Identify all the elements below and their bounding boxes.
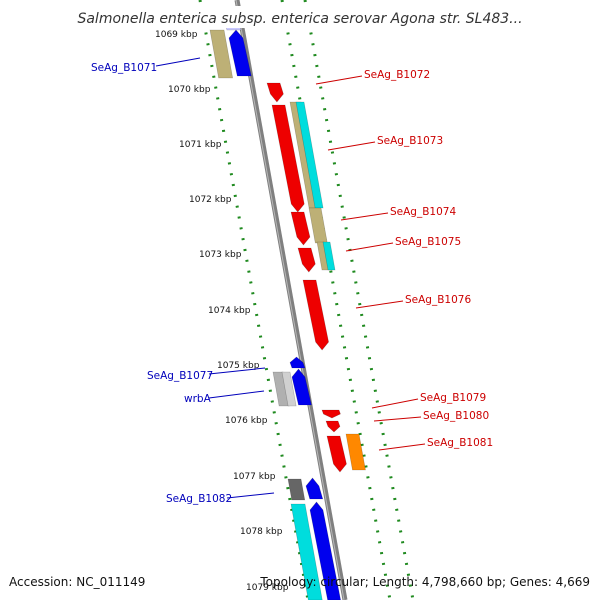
gene-block-orange [345, 433, 366, 471]
backbone-highlight [235, 0, 345, 600]
gene-label[interactable]: SeAg_B1082 [166, 493, 232, 505]
label-leader-line [327, 141, 376, 151]
gene-arrow-red [290, 211, 311, 246]
gene-features [209, 7, 366, 600]
gene-arrow-blue [289, 356, 306, 369]
gene-arrow-red [326, 435, 347, 473]
label-leader-line [373, 416, 422, 422]
gene-arrow-blue [305, 477, 324, 500]
gene-arrow-blue [291, 368, 312, 406]
gene-label[interactable]: SeAg_B1071 [91, 62, 157, 74]
tick-label: 1078 kbp [240, 527, 283, 537]
map-title: Salmonella enterica subsp. enterica sero… [77, 11, 522, 27]
gene-block-cyan [322, 241, 336, 271]
label-leader-line [315, 75, 363, 85]
label-leader-line [371, 398, 419, 409]
gene-block-gray [281, 371, 297, 407]
gene-block-khaki [209, 29, 233, 79]
gene-block-dark-gray [287, 478, 306, 501]
tick-label: 1076 kbp [225, 416, 268, 426]
accession-text: Accession: NC_011149 [9, 575, 145, 589]
gene-block-cyan [290, 503, 323, 600]
tick-label: 1071 kbp [179, 140, 222, 150]
tick-label: 1074 kbp [208, 306, 251, 316]
gene-arrow-blue [228, 29, 252, 77]
gene-block-cyan [295, 101, 324, 209]
tick-label: 1072 kbp [189, 195, 232, 205]
gene-label[interactable]: SeAg_B1074 [390, 206, 456, 218]
gene-arrow-red [271, 104, 305, 213]
gene-label[interactable]: SeAg_B1072 [364, 69, 430, 81]
gene-label[interactable]: wrbA [184, 393, 212, 405]
tick-label: 1073 kbp [199, 250, 242, 260]
dotted-guides [198, 0, 415, 600]
tick-label: 1075 kbp [217, 361, 260, 371]
gene-label[interactable]: SeAg_B1076 [405, 294, 471, 306]
gene-label[interactable]: SeAg_B1079 [420, 392, 486, 404]
gene-arrow-red [297, 247, 316, 273]
gene-arrow-red [266, 82, 284, 103]
gene-labels: SeAg_B1071 SeAg_B1072 SeAg_B1073 SeAg_B1074… [91, 57, 493, 505]
gene-label[interactable]: SeAg_B1080 [423, 410, 489, 422]
gene-label[interactable]: SeAg_B1081 [427, 437, 493, 449]
gene-arrow-red [302, 279, 329, 351]
label-leader-line [208, 390, 265, 399]
gene-label[interactable]: SeAg_B1077 [147, 370, 213, 382]
label-leader-line [345, 242, 394, 252]
label-leader-line [378, 443, 426, 451]
label-leader-line [355, 300, 404, 309]
label-leader-line [226, 492, 275, 499]
gene-arrow-red [321, 409, 341, 419]
tick-label: 1070 kbp [168, 85, 211, 95]
kbp-ticks: 1069 kbp 1070 kbp 1071 kbp 1072 kbp 1073 kbp… [155, 30, 289, 593]
backbone-line [234, 0, 348, 600]
title-background [80, 6, 520, 28]
tick-label: 1079 kbp [246, 583, 289, 593]
gene-label[interactable]: SeAg_B1073 [377, 135, 443, 147]
label-leader-line [155, 57, 201, 67]
topology-text: Topology: circular; Length: 4,798,660 bp… [259, 575, 590, 589]
tick-label: 1069 kbp [155, 30, 198, 40]
tick-label: 1077 kbp [233, 472, 276, 482]
label-leader-line [208, 367, 266, 375]
gene-arrow-blue [309, 501, 341, 600]
label-leader-line [340, 212, 389, 221]
gene-label[interactable]: SeAg_B1075 [395, 236, 461, 248]
gene-block-khaki [308, 207, 328, 244]
gene-arrow-red [325, 420, 341, 433]
genome-backbone [234, 0, 348, 600]
